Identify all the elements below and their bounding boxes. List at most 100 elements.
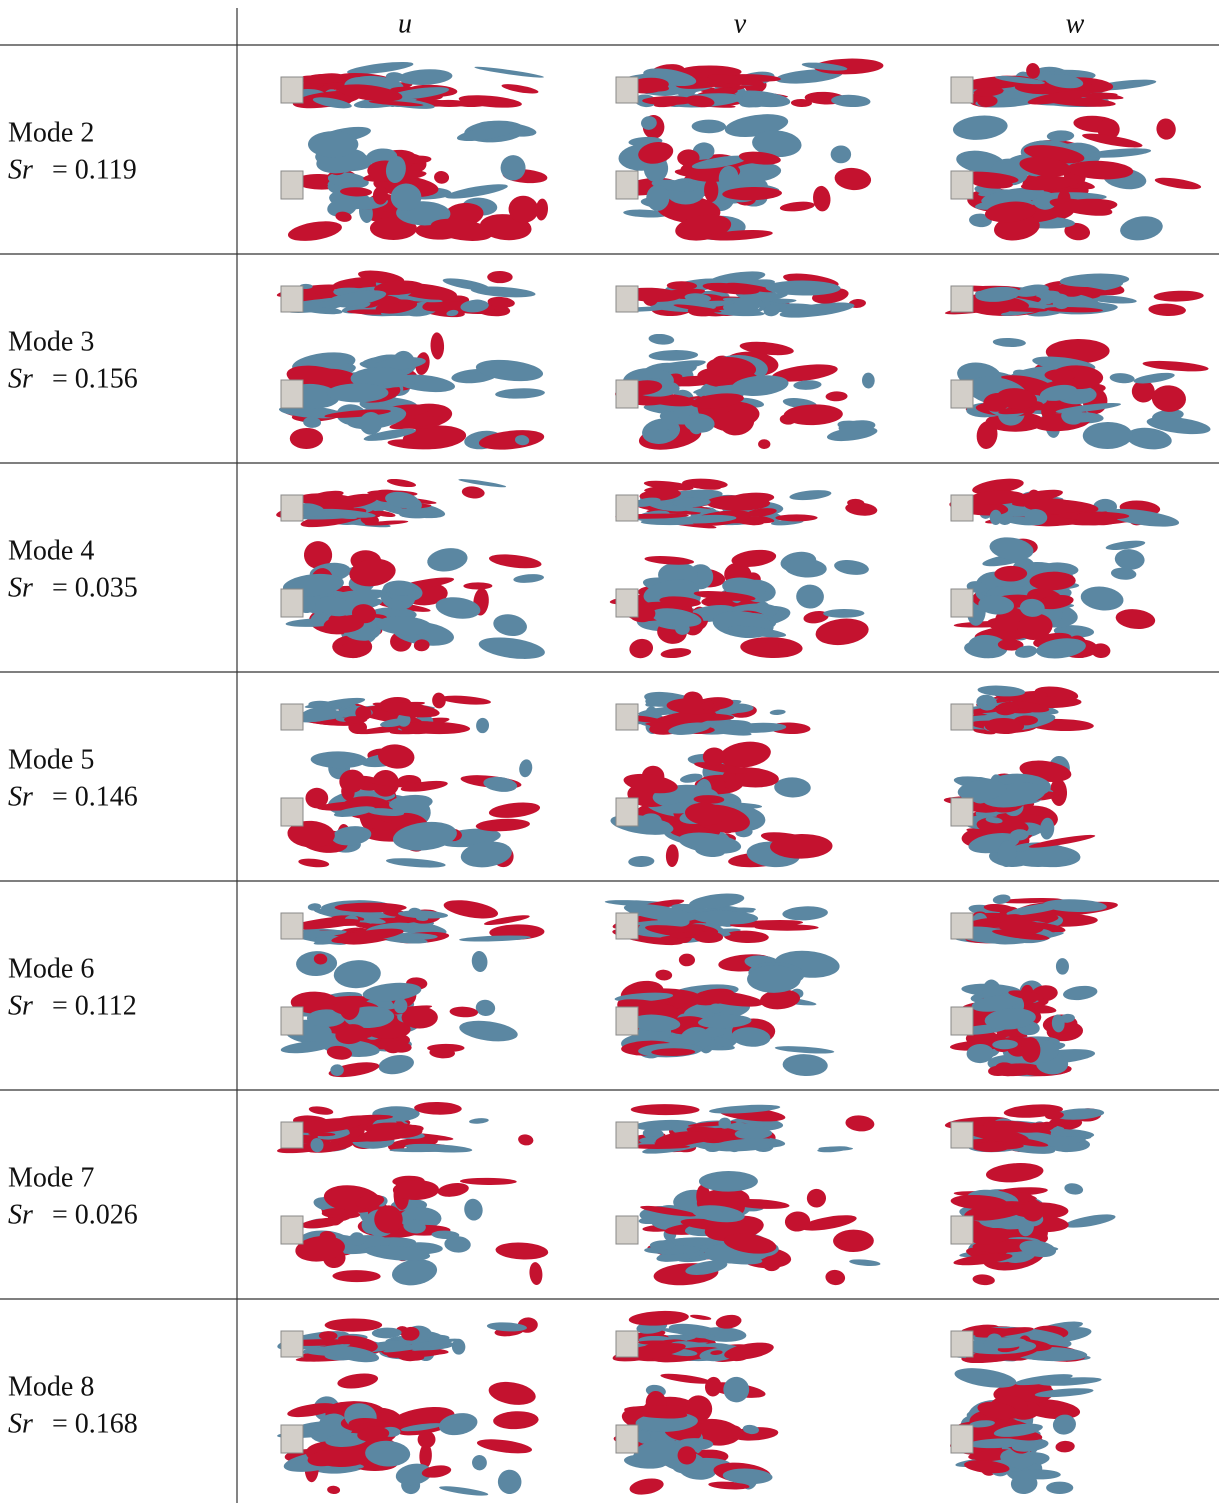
isosurface-blob — [1083, 422, 1133, 450]
isosurface-blob — [471, 1454, 488, 1471]
isosurface-blob — [783, 404, 843, 426]
isosurface-blob — [1133, 371, 1175, 386]
isosurface-blob — [747, 965, 801, 993]
isosurface-blob — [628, 855, 655, 867]
isosurface-blob — [665, 844, 679, 867]
bluff-body — [281, 1425, 303, 1453]
mode-panel — [951, 62, 1202, 243]
isosurface-blob — [414, 1101, 462, 1115]
isosurface-blob — [439, 1484, 489, 1497]
bluff-body — [951, 798, 973, 826]
bluff-body — [616, 286, 638, 312]
mode-panel — [611, 1309, 778, 1497]
isosurface-blob — [805, 1187, 827, 1208]
bluff-body — [616, 913, 638, 939]
isosurface-blob — [985, 1161, 1044, 1184]
isosurface-blob — [628, 1476, 665, 1497]
isosurface-blob — [327, 1485, 340, 1494]
bluff-body — [616, 495, 638, 521]
sr-symbol: Sr — [8, 1408, 33, 1439]
isosurface-blob — [825, 1269, 846, 1286]
isosurface-blob — [460, 1178, 517, 1186]
isosurface-blob — [1153, 290, 1203, 302]
bluff-body — [281, 171, 303, 199]
sr-value: = 0.026 — [52, 1199, 138, 1230]
column-header: v — [734, 8, 747, 39]
mode-panel — [281, 692, 541, 870]
isosurface-blob — [487, 1379, 537, 1408]
mode-panel — [276, 268, 545, 452]
isosurface-blob — [476, 1437, 533, 1456]
isosurface-blob — [469, 1117, 489, 1124]
mode-label: Mode 6 — [8, 953, 94, 984]
isosurface-blob — [775, 514, 817, 521]
bluff-body — [616, 589, 638, 617]
sr-symbol: Sr — [8, 781, 33, 812]
isosurface-blob — [477, 634, 546, 663]
bluff-body — [616, 1007, 638, 1035]
isosurface-blob — [770, 709, 786, 715]
isosurface-blob — [724, 930, 769, 944]
column-header: u — [398, 8, 412, 39]
isosurface-blob — [308, 131, 358, 158]
isosurface-blob — [1142, 359, 1209, 373]
bluff-body — [951, 589, 973, 617]
isosurface-blob — [775, 1045, 835, 1055]
isosurface-blob — [1148, 303, 1186, 317]
isosurface-blob — [437, 1181, 470, 1199]
isosurface-blob — [758, 439, 770, 449]
mode-panel — [944, 684, 1096, 869]
bluff-body — [951, 286, 973, 312]
page: uvwMode 2Sr= 0.119Mode 3Sr= 0.156Mode 4S… — [0, 0, 1219, 1503]
bluff-body — [281, 286, 303, 312]
sr-value: = 0.168 — [52, 1408, 138, 1439]
mode-panel — [281, 59, 549, 244]
isosurface-blob — [631, 1104, 700, 1115]
isosurface-blob — [1088, 147, 1151, 160]
isosurface-blob — [679, 953, 695, 966]
isosurface-blob — [454, 100, 488, 107]
mode-panel — [950, 1319, 1102, 1495]
mode-panel — [950, 893, 1119, 1078]
isosurface-blob — [488, 552, 542, 571]
sr-value: = 0.035 — [52, 572, 138, 603]
isosurface-blob — [1109, 372, 1135, 384]
isosurface-blob — [722, 1376, 750, 1404]
bluff-body — [616, 77, 638, 103]
isosurface-blob — [1064, 1182, 1084, 1196]
isosurface-blob — [427, 1044, 464, 1053]
isosurface-blob — [648, 333, 674, 346]
isosurface-blob — [311, 751, 367, 769]
isosurface-blob — [831, 145, 852, 163]
bluff-body — [951, 1122, 973, 1148]
mode-panel — [609, 689, 832, 869]
column-header: w — [1066, 8, 1085, 39]
isosurface-blob — [644, 555, 694, 566]
isosurface-blob — [476, 717, 490, 733]
bluff-body — [616, 798, 638, 826]
isosurface-blob — [692, 119, 727, 133]
isosurface-blob — [1154, 175, 1202, 191]
isosurface-blob — [834, 166, 872, 191]
isosurface-blob — [849, 1258, 881, 1267]
bluff-body — [281, 1331, 303, 1357]
isosurface-blob — [386, 857, 446, 870]
isosurface-blob — [497, 1469, 523, 1496]
bluff-body — [951, 1007, 973, 1035]
isosurface-blob — [1062, 984, 1098, 1002]
isosurface-blob — [796, 584, 825, 609]
sr-value: = 0.146 — [52, 781, 138, 812]
bluff-body — [951, 704, 973, 730]
bluff-body — [616, 1216, 638, 1244]
bluff-body — [951, 495, 973, 521]
isosurface-blob — [992, 893, 1011, 905]
sr-symbol: Sr — [8, 154, 33, 185]
isosurface-blob — [333, 959, 381, 989]
bluff-body — [951, 1425, 973, 1453]
isosurface-blob — [463, 582, 492, 589]
isosurface-blob — [474, 65, 544, 79]
isosurface-blob — [442, 897, 499, 922]
isosurface-blob — [1064, 1212, 1117, 1231]
bluff-body — [281, 913, 303, 939]
sr-symbol: Sr — [8, 1199, 33, 1230]
